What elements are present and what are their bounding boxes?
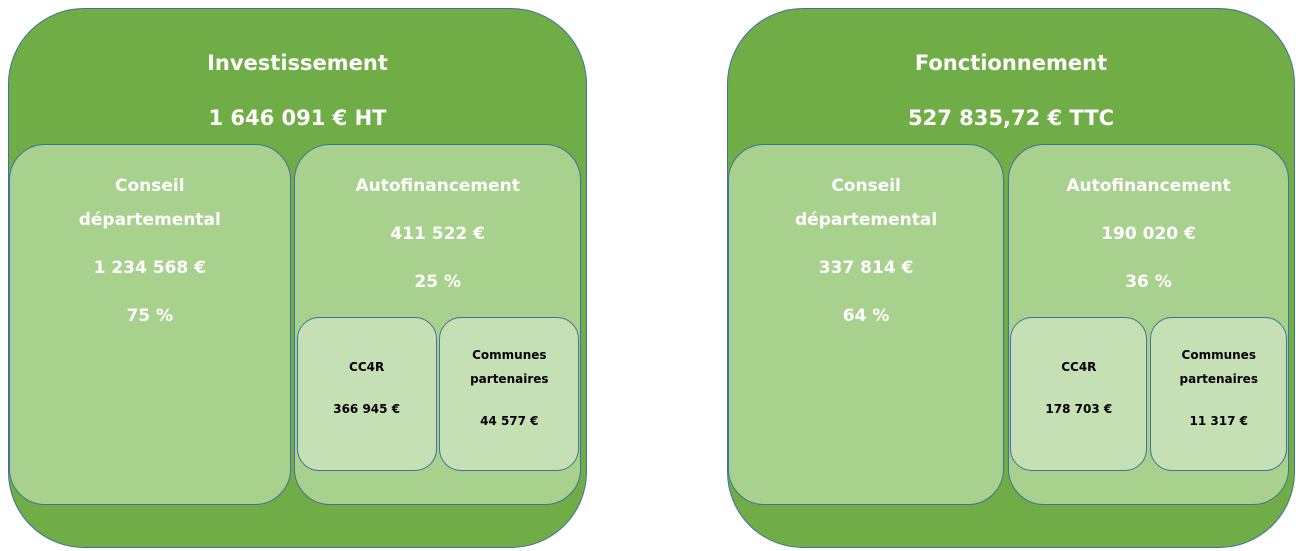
funder-amount: 1 234 568 € bbox=[93, 258, 206, 278]
part-name: Communes partenaires bbox=[1179, 348, 1258, 386]
part-box: Communes partenaires 44 577 € bbox=[439, 317, 580, 471]
conseil-box: Conseil départemental 337 814 € 64 % bbox=[728, 144, 1005, 505]
part-amount: 11 317 € bbox=[1189, 414, 1248, 428]
part-box: CC4R 178 703 € bbox=[1010, 317, 1148, 471]
panel-amount: 1 646 091 € HT bbox=[208, 106, 387, 130]
panel: Investissement 1 646 091 € HT Conseil dépa… bbox=[8, 8, 587, 548]
panel-amount: 527 835,72 € TTC bbox=[908, 106, 1114, 130]
part-name: CC4R bbox=[349, 360, 385, 374]
panel-title: Fonctionnement bbox=[914, 51, 1108, 75]
autofinancement-box: Autofinancement 190 020 € 36 % CC4R 178 703 … bbox=[1007, 144, 1290, 505]
funder-name: Conseil départemental bbox=[78, 176, 221, 230]
funder-amount: 411 522 € bbox=[390, 224, 486, 244]
funder-percent: 64 % bbox=[842, 306, 890, 326]
funder-name: Autofinancement bbox=[355, 176, 520, 196]
funder-percent: 75 % bbox=[126, 306, 174, 326]
funder-name: Conseil départemental bbox=[795, 176, 938, 230]
panel: Fonctionnement 527 835,72 € TTC Conseil dé… bbox=[727, 8, 1295, 548]
part-box: CC4R 366 945 € bbox=[296, 317, 437, 471]
panel-title: Investissement bbox=[207, 51, 388, 75]
part-amount: 44 577 € bbox=[480, 414, 539, 428]
part-box: Communes partenaires 11 317 € bbox=[1150, 317, 1288, 471]
part-name: Communes partenaires bbox=[470, 348, 549, 386]
funder-name: Autofinancement bbox=[1066, 176, 1231, 196]
funder-amount: 190 020 € bbox=[1101, 224, 1196, 244]
funder-amount: 337 814 € bbox=[818, 258, 914, 278]
conseil-box: Conseil départemental 1 234 568 € 75 % bbox=[9, 144, 291, 505]
part-amount: 366 945 € bbox=[333, 402, 401, 416]
funder-percent: 36 % bbox=[1125, 272, 1172, 292]
part-name: CC4R bbox=[1061, 360, 1097, 374]
autofinancement-box: Autofinancement 411 522 € 25 % CC4R 366 945 … bbox=[294, 144, 582, 505]
part-amount: 178 703 € bbox=[1045, 402, 1113, 416]
funder-percent: 25 % bbox=[414, 272, 461, 292]
